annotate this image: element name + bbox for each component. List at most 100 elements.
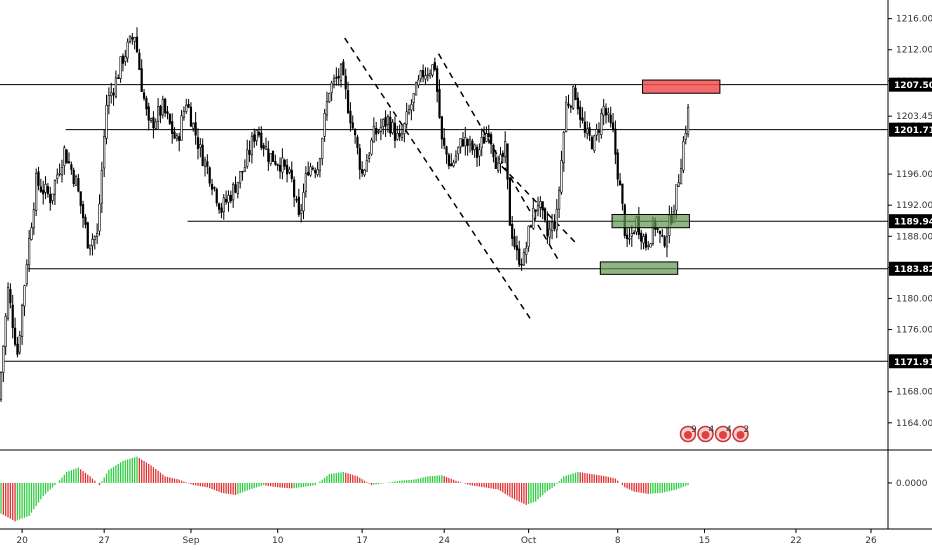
candle-body	[161, 99, 164, 116]
price-axis[interactable]: 0.00001216.0001212.0001208.0001203.45311…	[888, 15, 932, 489]
candle-body	[4, 315, 7, 347]
candle-body	[536, 205, 540, 211]
candle-body	[431, 64, 434, 76]
candle-body	[196, 137, 200, 149]
candle-body	[450, 163, 453, 167]
candle-body	[316, 169, 319, 176]
candle-body	[581, 117, 584, 122]
dashed-trend-line[interactable]	[501, 165, 578, 245]
demand-zone[interactable]	[599, 261, 679, 275]
candle-body	[611, 122, 615, 130]
candle-body	[550, 221, 554, 232]
candle-body	[546, 220, 549, 237]
main-pane[interactable]	[0, 0, 932, 530]
candle-body	[246, 149, 249, 167]
candle-body	[391, 121, 394, 134]
candle-body	[630, 233, 633, 237]
candle-body	[532, 207, 535, 229]
candle-body	[447, 154, 450, 166]
dashed-channel-lines[interactable]	[344, 37, 578, 323]
candle-body	[281, 157, 284, 173]
candle-body	[110, 92, 113, 97]
candle-body	[525, 247, 528, 255]
candle-body	[271, 150, 275, 162]
candle-body	[382, 119, 385, 127]
candle-body	[499, 154, 502, 164]
candle-body	[93, 236, 96, 241]
candle-body	[485, 133, 488, 142]
demand-zone[interactable]	[611, 214, 690, 229]
price-badge[interactable]	[889, 261, 932, 276]
candle-body	[527, 225, 530, 248]
candle-body	[600, 113, 603, 135]
price-badge-label: 1183.822	[894, 265, 932, 275]
candle-body	[644, 234, 647, 248]
horizontal-levels[interactable]	[0, 84, 888, 362]
price-zones[interactable]	[599, 79, 721, 275]
main-pane-background	[0, 0, 888, 450]
candle-body	[339, 63, 343, 81]
candle-body	[370, 139, 373, 155]
dashed-trend-line[interactable]	[344, 37, 533, 323]
candle-body	[2, 345, 5, 373]
candle-body	[295, 198, 298, 201]
price-tick-label: 1164.000	[896, 419, 932, 429]
candle-body	[49, 193, 52, 204]
candle-body	[560, 160, 563, 193]
dashed-trend-line[interactable]	[437, 53, 559, 260]
candle-body	[283, 159, 286, 167]
candle-body	[403, 123, 406, 135]
candle-body	[53, 179, 57, 195]
candle-body	[452, 162, 455, 167]
candle-body	[96, 232, 99, 238]
candle-body	[131, 37, 134, 40]
candle-body	[656, 228, 659, 230]
candle-body	[9, 289, 12, 304]
price-badge[interactable]	[889, 214, 932, 229]
candle-body	[344, 75, 347, 90]
candle-body	[260, 132, 263, 148]
candle-body	[436, 68, 439, 92]
candle-body	[361, 169, 364, 174]
candle-body	[675, 184, 678, 211]
supply-zone[interactable]	[642, 79, 721, 94]
candle-body	[473, 144, 476, 151]
candle-body	[46, 186, 49, 195]
candle-body	[65, 149, 68, 164]
time-axis[interactable]: 20 27 Sep 10 17 24 Oct 8 15 22 26	[16, 529, 877, 546]
candle-body	[164, 98, 167, 114]
candle-body	[539, 201, 542, 208]
candle-body	[300, 209, 303, 214]
candle-body	[42, 189, 45, 195]
candle-body	[511, 223, 514, 239]
candle-body	[25, 264, 28, 285]
candle-body	[417, 79, 420, 86]
candle-body	[290, 169, 293, 179]
candle-body	[332, 78, 336, 82]
price-badge[interactable]	[889, 122, 932, 137]
candle-body	[492, 144, 495, 158]
candle-body	[276, 164, 279, 166]
candle-body	[522, 252, 526, 266]
candle-body	[459, 138, 462, 148]
candle-body	[595, 128, 598, 136]
event-badge-count: 9	[691, 425, 697, 435]
candle-body	[203, 159, 207, 167]
candle-body	[21, 305, 24, 337]
candle-body	[508, 177, 511, 226]
candle-body	[321, 138, 324, 160]
candle-body	[311, 167, 314, 170]
candle-body	[194, 122, 197, 136]
candle-body	[398, 132, 401, 137]
event-badges[interactable]: 9 4 4 2	[679, 425, 750, 443]
candle-body	[309, 166, 312, 176]
candle-body	[112, 92, 115, 96]
price-tick-label: 1216.000	[896, 15, 932, 25]
candle-body	[548, 228, 551, 238]
price-badge[interactable]	[889, 354, 932, 369]
price-badge[interactable]	[889, 77, 932, 92]
candle-body	[274, 161, 277, 165]
candle-body	[588, 127, 591, 136]
candle-body	[185, 104, 188, 112]
